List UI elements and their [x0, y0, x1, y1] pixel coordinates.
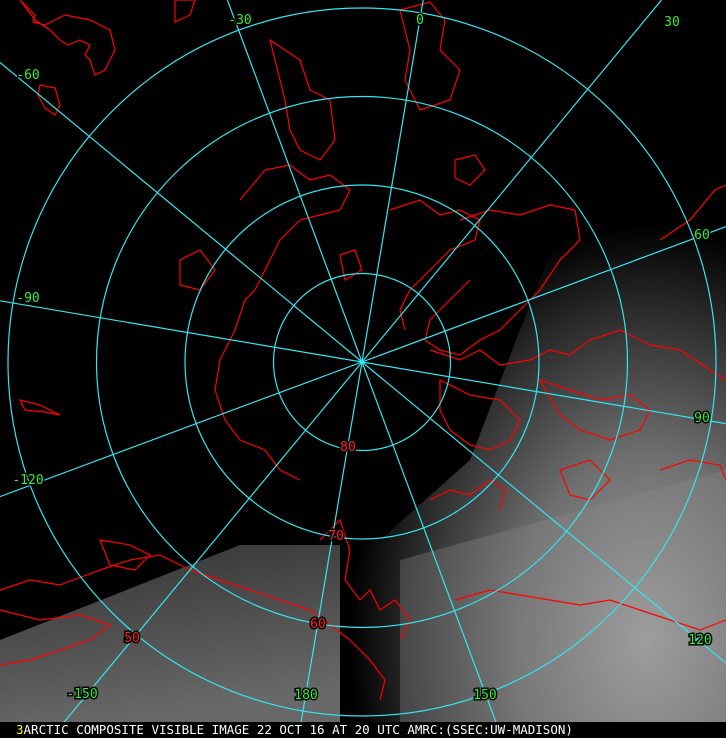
latitude-label-70: 70 — [328, 529, 344, 544]
meridian--30 — [226, 0, 363, 363]
longitude-label-30: 30 — [664, 15, 680, 30]
longitude-label--120: -120 — [12, 473, 43, 488]
meridian--150 — [63, 361, 363, 722]
longitude-label-60: 60 — [694, 228, 710, 243]
meridian-150 — [361, 361, 497, 722]
graticule — [0, 0, 726, 722]
graticule-labels: 80 70 60 50 -150 -120 -90 -60 -30 0 30 60 90 120 150 18… — [11, 12, 713, 705]
longitude-label-90: 90 — [694, 411, 710, 426]
longitude-label--90: -90 — [16, 291, 39, 306]
latitude-circle-50 — [7, 7, 717, 717]
meridian--120 — [0, 361, 363, 498]
longitude-label-120: 120 — [688, 633, 711, 648]
map-canvas: 80 70 60 50 -150 -120 -90 -60 -30 0 30 60 90 120 150 18… — [0, 0, 726, 722]
coastlines — [0, 0, 726, 701]
meridian--60 — [0, 62, 363, 363]
longitude-label-180: 180 — [294, 688, 317, 703]
longitude-label--30: -30 — [228, 13, 251, 28]
longitude-label-0: 0 — [416, 13, 424, 28]
meridian--90 — [0, 300, 363, 363]
latitude-label-50: 50 — [124, 631, 140, 646]
longitude-label--60: -60 — [16, 68, 39, 83]
latitude-circle-70 — [184, 184, 540, 540]
meridian-30 — [361, 0, 662, 363]
latitude-circle-60 — [95, 95, 629, 629]
meridian-120 — [361, 361, 726, 664]
longitude-label-150: 150 — [473, 688, 496, 703]
meridian-180 — [300, 361, 363, 722]
longitude-label--150: -150 — [66, 687, 97, 702]
satellite-imagery — [0, 170, 726, 722]
meridian-90 — [361, 361, 726, 425]
frame-number: 3 — [16, 722, 24, 737]
meridian-0 — [361, 0, 424, 363]
meridian-60 — [361, 226, 726, 363]
latitude-label-80: 80 — [340, 440, 356, 455]
image-caption: 3ARCTIC COMPOSITE VISIBLE IMAGE 22 OCT 1… — [0, 722, 726, 738]
latitude-label-60: 60 — [310, 617, 326, 632]
latitude-circle-80 — [272, 272, 452, 452]
caption-text: ARCTIC COMPOSITE VISIBLE IMAGE 22 OCT 16… — [23, 722, 573, 737]
